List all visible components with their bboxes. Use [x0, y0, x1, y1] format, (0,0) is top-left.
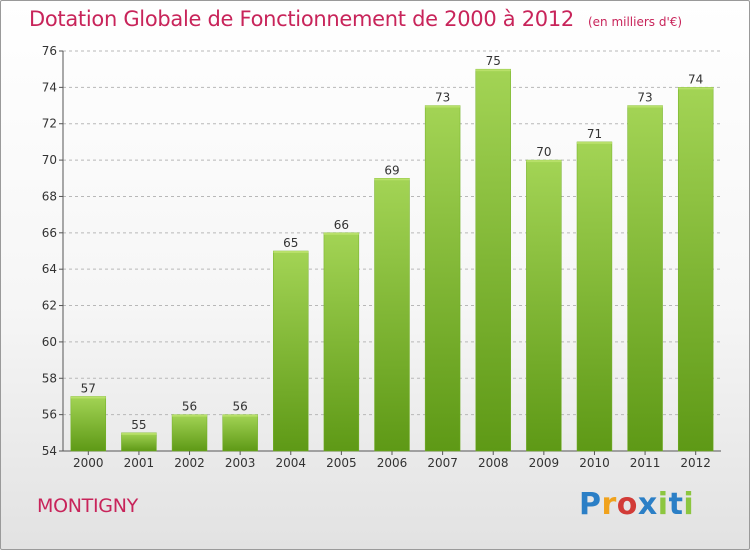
- x-tick-label-2002: 2002: [174, 456, 205, 470]
- bar-highlight: [475, 69, 511, 72]
- bar-highlight: [678, 87, 714, 90]
- x-tick-label-2011: 2011: [630, 456, 661, 470]
- x-tick-label-2001: 2001: [124, 456, 155, 470]
- bar-highlight: [627, 105, 663, 108]
- data-label-2001: 55: [131, 418, 146, 432]
- y-tick-label: 70: [42, 153, 57, 167]
- bar-2007: [424, 105, 461, 452]
- commune-name: MONTIGNY: [37, 495, 138, 517]
- bar-2012: [677, 87, 714, 452]
- data-label-2009: 70: [536, 145, 551, 159]
- bar-highlight: [121, 432, 157, 435]
- x-tick-label-2010: 2010: [579, 456, 610, 470]
- x-tick-label-2004: 2004: [275, 456, 306, 470]
- y-tick-label: 72: [42, 117, 57, 131]
- x-tick-label-2006: 2006: [377, 456, 408, 470]
- data-label-2010: 71: [587, 127, 602, 141]
- y-tick-label: 60: [42, 335, 57, 349]
- bar-highlight: [172, 414, 208, 417]
- x-tick-label-2009: 2009: [529, 456, 560, 470]
- data-label-2000: 57: [81, 381, 96, 395]
- bar-2008: [475, 68, 511, 452]
- data-label-2004: 65: [283, 236, 298, 250]
- bar-2006: [374, 178, 410, 452]
- data-label-2005: 66: [334, 218, 349, 232]
- bar-2004: [273, 250, 309, 452]
- bar-highlight: [222, 414, 258, 417]
- data-label-2008: 75: [486, 54, 501, 68]
- bar-2003: [222, 414, 258, 452]
- title-text: Dotation Globale de Fonctionnement de 20…: [29, 7, 574, 31]
- y-tick-label: 68: [42, 189, 57, 203]
- x-tick-label-2012: 2012: [680, 456, 711, 470]
- data-label-2007: 73: [435, 91, 450, 105]
- bar-2011: [627, 105, 663, 452]
- title-unit: (en milliers d'€): [587, 15, 683, 29]
- bar-highlight: [323, 232, 359, 235]
- x-tick-label-2003: 2003: [225, 456, 256, 470]
- y-tick-label: 74: [42, 80, 57, 94]
- bar-2001: [121, 432, 157, 452]
- y-tick-label: 76: [42, 44, 57, 58]
- axis-layer: 54 56 58 60 62 64 66 68 70 72 74 76 2000 2001 2002 2003…: [42, 44, 721, 470]
- y-tick-label: 66: [42, 226, 57, 240]
- x-tick-label-2000: 2000: [73, 456, 104, 470]
- bar-2000: [70, 396, 107, 452]
- bar-2009: [526, 159, 562, 452]
- y-tick-label: 58: [42, 371, 57, 385]
- data-label-2002: 56: [182, 400, 197, 414]
- data-label-2011: 73: [637, 91, 652, 105]
- bar-highlight: [273, 251, 309, 253]
- y-tick-label: 54: [42, 444, 57, 458]
- label-layer: 57 55 56 56 65 66 69 73 75 70 71 73 74: [81, 54, 704, 432]
- bar-highlight: [576, 141, 612, 144]
- bar-2010: [576, 141, 613, 452]
- data-label-2012: 74: [688, 72, 703, 86]
- bar-highlight: [70, 396, 106, 399]
- y-tick-label: 56: [42, 408, 57, 422]
- data-label-2003: 56: [233, 400, 248, 414]
- bar-2005: [323, 232, 360, 452]
- y-tick-label: 62: [42, 299, 57, 313]
- bar-layer: [70, 68, 714, 452]
- y-tick-label: 64: [42, 262, 57, 276]
- x-tick-label-2007: 2007: [427, 456, 458, 470]
- bar-highlight: [374, 178, 410, 181]
- bar-highlight: [526, 160, 562, 163]
- bar-highlight: [425, 105, 461, 108]
- data-label-2006: 69: [384, 163, 399, 177]
- bar-2002: [171, 414, 208, 452]
- x-tick-label-2005: 2005: [326, 456, 357, 470]
- chart-title: Dotation Globale de Fonctionnement de 20…: [29, 7, 682, 31]
- x-tick-label-2008: 2008: [478, 456, 509, 470]
- proxiti-logo[interactable]: Proxiti: [579, 487, 695, 522]
